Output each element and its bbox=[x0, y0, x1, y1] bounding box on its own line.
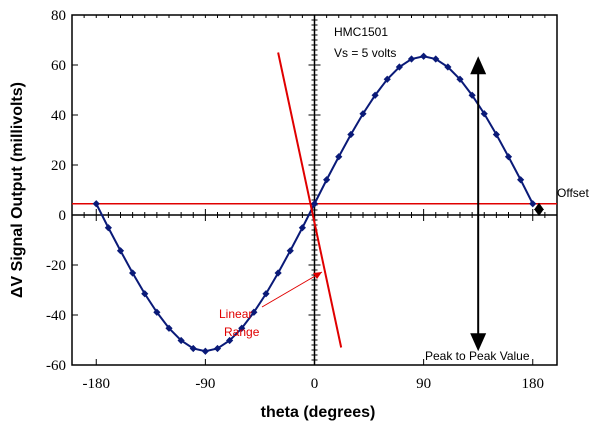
data-point-marker bbox=[444, 63, 452, 71]
offset-arrowhead-bottom bbox=[534, 209, 544, 216]
annotation-layer bbox=[261, 52, 544, 352]
y-tick-label: 40 bbox=[51, 108, 66, 124]
data-point-marker bbox=[298, 224, 306, 232]
y-tick-label: -60 bbox=[46, 358, 66, 374]
peak-to-peak-arrowhead-bottom bbox=[470, 333, 487, 352]
linear-range-label-line1: Linear bbox=[219, 307, 252, 321]
x-axis-title: theta (degrees) bbox=[261, 404, 376, 421]
data-point-marker bbox=[201, 347, 209, 355]
y-tick-label: -40 bbox=[46, 308, 66, 324]
device-label: HMC1501 bbox=[334, 25, 388, 39]
data-point-marker bbox=[250, 308, 258, 316]
x-tick-label: 90 bbox=[416, 376, 431, 392]
data-point-marker bbox=[238, 324, 246, 332]
y-tick-label: 60 bbox=[51, 58, 66, 74]
offset-arrowhead-top bbox=[534, 202, 544, 210]
peak-to-peak-label: Peak to Peak Value bbox=[425, 349, 530, 363]
y-tick-label: 80 bbox=[51, 8, 66, 24]
data-point-marker bbox=[468, 91, 476, 99]
data-point-marker bbox=[371, 91, 379, 99]
series-layer bbox=[92, 52, 537, 355]
data-point-marker bbox=[420, 52, 428, 60]
data-point-marker bbox=[274, 269, 282, 277]
data-point-marker bbox=[395, 63, 403, 71]
y-tick-label: 20 bbox=[51, 158, 66, 174]
x-tick-label: -180 bbox=[83, 376, 111, 392]
supply-label: Vs = 5 volts bbox=[334, 46, 396, 60]
data-point-marker bbox=[310, 200, 319, 208]
offset-label: Offset bbox=[557, 186, 589, 200]
data-point-marker bbox=[189, 344, 197, 353]
data-point-marker bbox=[177, 336, 185, 345]
y-tick-label: -20 bbox=[46, 258, 66, 274]
data-point-marker bbox=[529, 200, 537, 208]
axes-layer: -60 -40 -20 0 20 40 60 80 -180 -90 0 90 180 bbox=[46, 8, 558, 392]
data-point-marker bbox=[226, 336, 234, 345]
linear-range-arrowhead bbox=[313, 272, 322, 279]
y-tick-label: 0 bbox=[59, 208, 67, 224]
data-point-marker bbox=[116, 247, 125, 255]
linear-range-arrow-shaft bbox=[261, 271, 323, 308]
data-point-marker bbox=[383, 75, 391, 83]
linear-range-line bbox=[277, 52, 343, 348]
data-point-marker bbox=[347, 130, 355, 139]
y-axis-title: ΔV Signal Output (millivolts) bbox=[9, 82, 26, 298]
data-point-marker bbox=[153, 308, 161, 316]
linear-range-label-line2: Range bbox=[224, 325, 260, 339]
data-point-marker bbox=[213, 344, 222, 353]
data-point-marker bbox=[165, 324, 173, 332]
data-point-marker bbox=[480, 110, 488, 118]
data-point-marker bbox=[359, 110, 367, 118]
data-point-marker bbox=[456, 75, 464, 83]
data-point-marker bbox=[323, 176, 331, 184]
data-point-marker bbox=[286, 247, 294, 255]
data-point-marker bbox=[129, 269, 137, 277]
data-point-marker bbox=[92, 200, 100, 208]
x-tick-label: 0 bbox=[311, 376, 319, 392]
peak-to-peak-arrowhead-top bbox=[470, 56, 487, 75]
data-point-marker bbox=[104, 224, 112, 232]
x-tick-label: 180 bbox=[522, 376, 545, 392]
data-point-marker bbox=[262, 290, 270, 298]
data-point-marker bbox=[517, 176, 525, 184]
data-point-marker bbox=[335, 153, 343, 161]
data-point-marker bbox=[141, 290, 149, 298]
data-point-marker bbox=[432, 55, 440, 63]
data-point-marker bbox=[407, 55, 416, 63]
x-tick-label: -90 bbox=[195, 376, 215, 392]
data-point-marker bbox=[504, 153, 513, 161]
data-point-marker bbox=[492, 130, 500, 139]
